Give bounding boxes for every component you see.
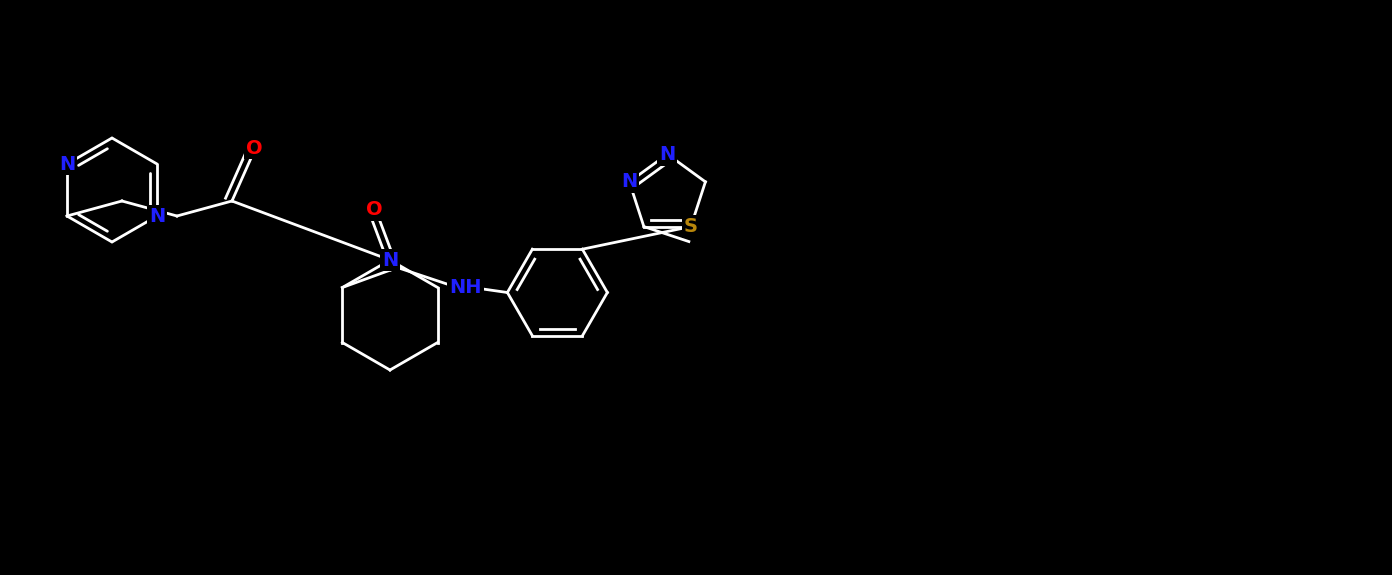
Text: O: O [366, 200, 383, 219]
Text: N: N [660, 145, 675, 164]
Text: O: O [245, 139, 262, 158]
Text: N: N [149, 206, 166, 225]
Text: N: N [621, 172, 638, 191]
Text: S: S [683, 217, 697, 236]
Text: N: N [381, 251, 398, 270]
Text: NH: NH [450, 278, 482, 297]
Text: N: N [58, 155, 75, 174]
